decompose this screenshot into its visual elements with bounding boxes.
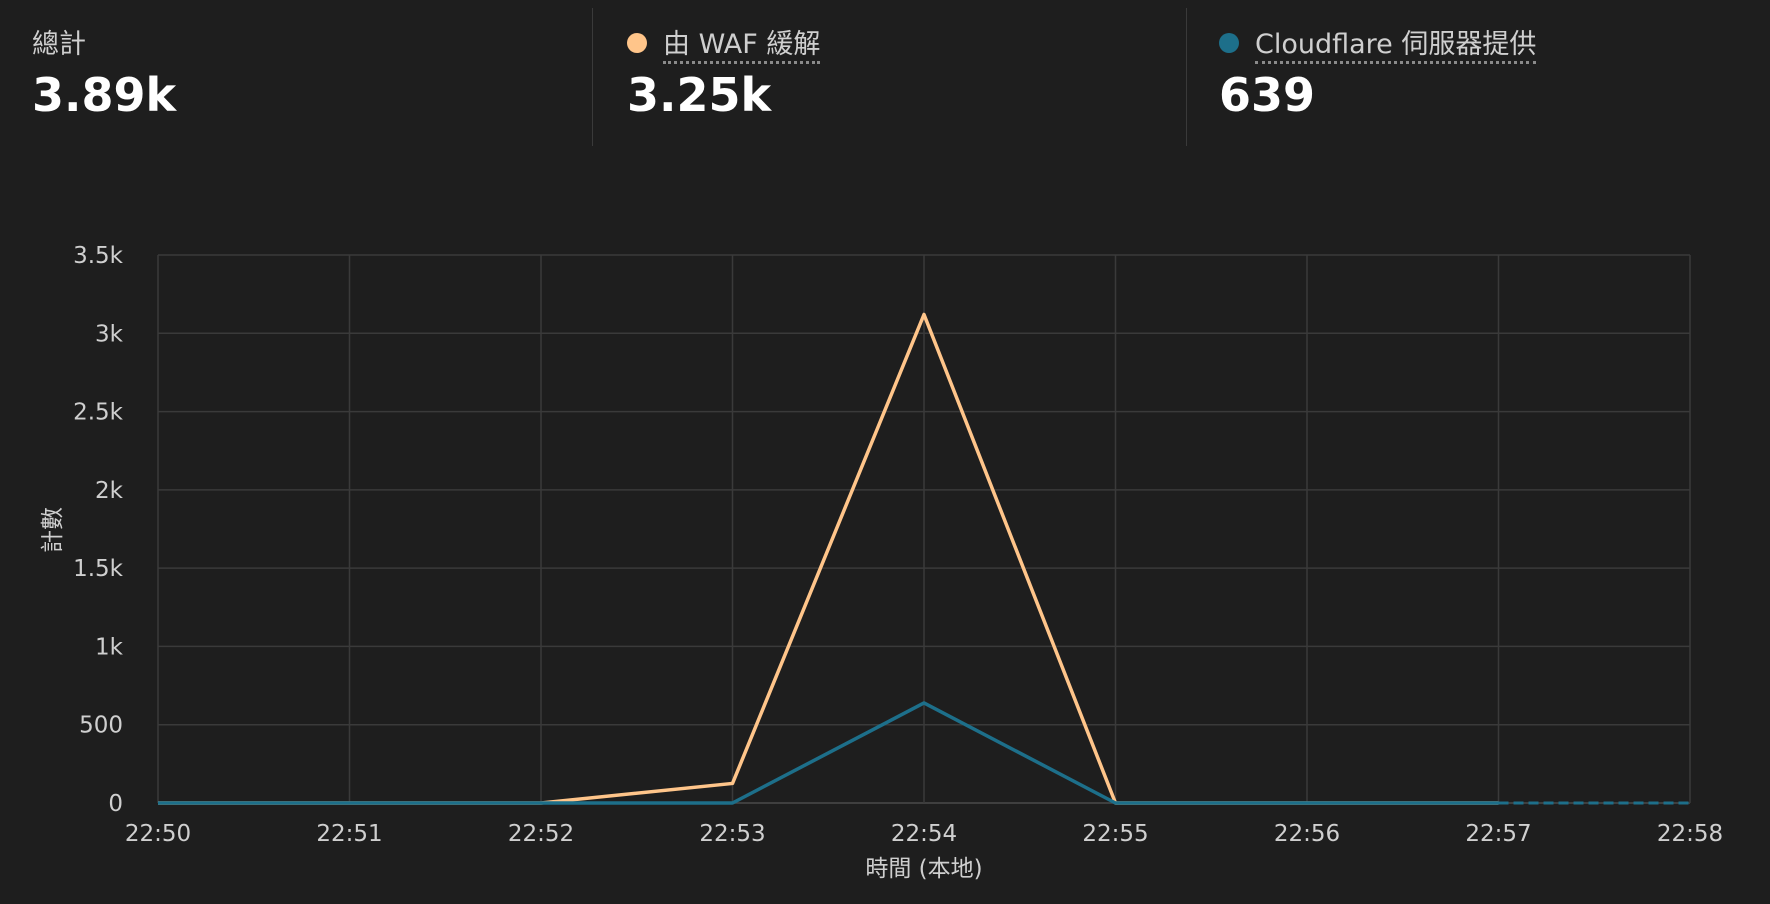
y-tick-label: 500 [79, 713, 123, 739]
stat-waf-label-text[interactable]: 由 WAF 緩解 [663, 29, 821, 64]
x-tick-label: 22:50 [125, 821, 191, 847]
x-tick-label: 22:53 [699, 821, 765, 847]
x-tick-label: 22:52 [508, 821, 574, 847]
stat-waf-label[interactable]: 由 WAF 緩解 [627, 22, 821, 64]
waf-legend-dot-icon [627, 32, 647, 53]
y-tick-label: 3k [95, 321, 124, 347]
x-tick-label: 22:55 [1082, 821, 1148, 847]
y-tick-label: 3.5k [73, 243, 124, 269]
stat-total-value: 3.89k [32, 68, 177, 122]
x-tick-label: 22:57 [1465, 821, 1531, 847]
stat-cloudflare-value: 639 [1219, 68, 1316, 122]
y-tick-label: 0 [108, 791, 123, 817]
stat-waf-value: 3.25k [627, 68, 772, 122]
x-tick-label: 22:58 [1657, 821, 1723, 847]
x-axis-label: 時間 (本地) [865, 856, 982, 882]
y-tick-label: 2k [95, 478, 124, 504]
stat-waf: 由 WAF 緩解 3.25k [592, 8, 1186, 146]
stat-cloudflare-label[interactable]: Cloudflare 伺服器提供 [1219, 22, 1537, 64]
y-tick-label: 2.5k [73, 400, 124, 426]
x-tick-label: 22:54 [891, 821, 957, 847]
stat-cloudflare-label-text[interactable]: Cloudflare 伺服器提供 [1255, 29, 1537, 64]
stat-cloudflare: Cloudflare 伺服器提供 639 [1186, 8, 1747, 146]
x-tick-label: 22:51 [316, 821, 382, 847]
x-tick-label: 22:56 [1274, 821, 1340, 847]
stat-total-label: 總計 [32, 29, 86, 60]
series-line-0 [158, 312, 1499, 805]
cloudflare-legend-dot-icon [1219, 32, 1239, 53]
chart-grid [157, 254, 1691, 804]
series-line-1 [158, 701, 1499, 805]
y-axis-label: 計數 [40, 507, 66, 553]
y-tick-label: 1.5k [73, 556, 124, 582]
chart-series [158, 312, 1690, 805]
stat-total: 總計 3.89k [32, 8, 592, 146]
summary-stats: 總計 3.89k 由 WAF 緩解 3.25k Cloudflare 伺服器提供… [0, 0, 1770, 150]
y-tick-label: 1k [95, 634, 124, 660]
y-axis-ticks: 0 500 1k 1.5k 2k 2.5k 3k 3.5k [73, 243, 124, 817]
x-axis-ticks: 22:50 22:51 22:52 22:53 22:54 22:55 22:56 22:57… [125, 821, 1723, 847]
